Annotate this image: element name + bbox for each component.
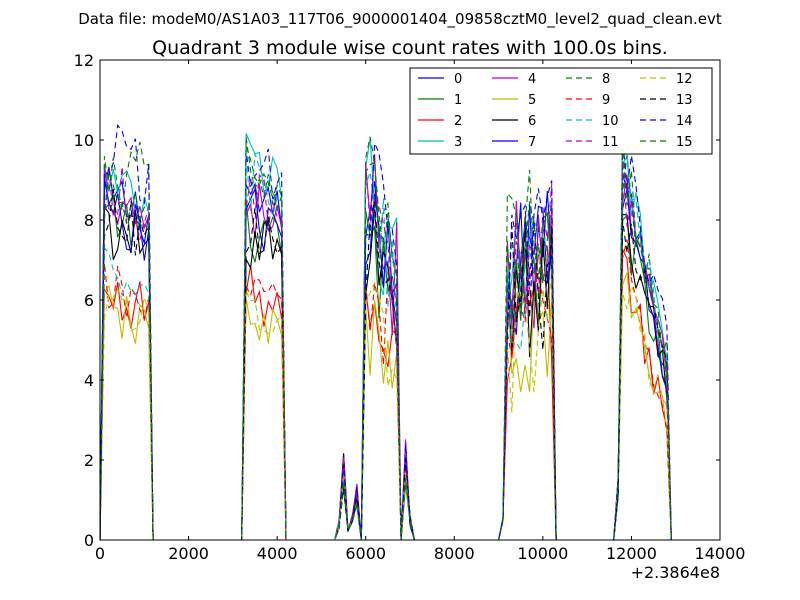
series-line-5 — [100, 272, 672, 540]
legend-box — [409, 67, 713, 155]
legend-label: 1 — [454, 93, 462, 108]
chart-title: Quadrant 3 module wise count rates with … — [152, 37, 668, 59]
y-tick-label: 2 — [84, 451, 94, 470]
figure-suptitle: Data file: modeM0/AS1A03_117T06_90000014… — [78, 10, 722, 29]
legend-label: 9 — [602, 93, 610, 108]
x-tick-label: 14000 — [695, 544, 746, 563]
legend-label: 7 — [528, 135, 536, 150]
legend-label: 2 — [454, 114, 462, 129]
series-line-8 — [100, 136, 672, 540]
legend-label: 4 — [528, 72, 536, 87]
legend-label: 10 — [602, 114, 619, 129]
y-tick-label: 0 — [84, 531, 94, 550]
y-tick-label: 4 — [84, 371, 94, 390]
x-tick-label: 12000 — [606, 544, 657, 563]
y-tick-label: 6 — [84, 291, 94, 310]
series-line-15 — [100, 140, 672, 540]
x-tick-label: 6000 — [345, 544, 386, 563]
series-layer — [100, 123, 672, 540]
legend-label: 5 — [528, 93, 536, 108]
x-tick-label: 10000 — [517, 544, 568, 563]
x-tick-label: 8000 — [434, 544, 475, 563]
x-tick-label: 0 — [95, 544, 105, 563]
legend-label: 11 — [602, 135, 619, 150]
series-line-14 — [100, 123, 672, 540]
x-tick-label: 4000 — [257, 544, 298, 563]
y-tick-label: 10 — [74, 131, 94, 150]
series-line-9 — [100, 239, 672, 540]
series-line-4 — [100, 154, 672, 540]
legend-label: 8 — [602, 72, 610, 87]
series-line-3 — [100, 127, 672, 540]
series-line-0 — [100, 166, 672, 540]
series-line-2 — [100, 244, 672, 540]
legend-label: 14 — [676, 114, 693, 129]
legend-label: 6 — [528, 114, 536, 129]
legend-label: 3 — [454, 135, 462, 150]
series-line-12 — [100, 268, 672, 540]
legend-label: 15 — [676, 135, 693, 150]
x-tick-label: 2000 — [168, 544, 209, 563]
legend-label: 0 — [454, 72, 462, 87]
legend-label: 13 — [676, 93, 693, 108]
y-tick-label: 12 — [74, 51, 94, 70]
y-tick-label: 8 — [84, 211, 94, 230]
x-axis: 0 2000 4000 6000 8000 10000 12000 14000 — [95, 60, 746, 563]
x-offset-label: +2.3864e8 — [631, 563, 720, 582]
legend-label: 12 — [676, 72, 693, 87]
series-line-10 — [100, 153, 672, 540]
